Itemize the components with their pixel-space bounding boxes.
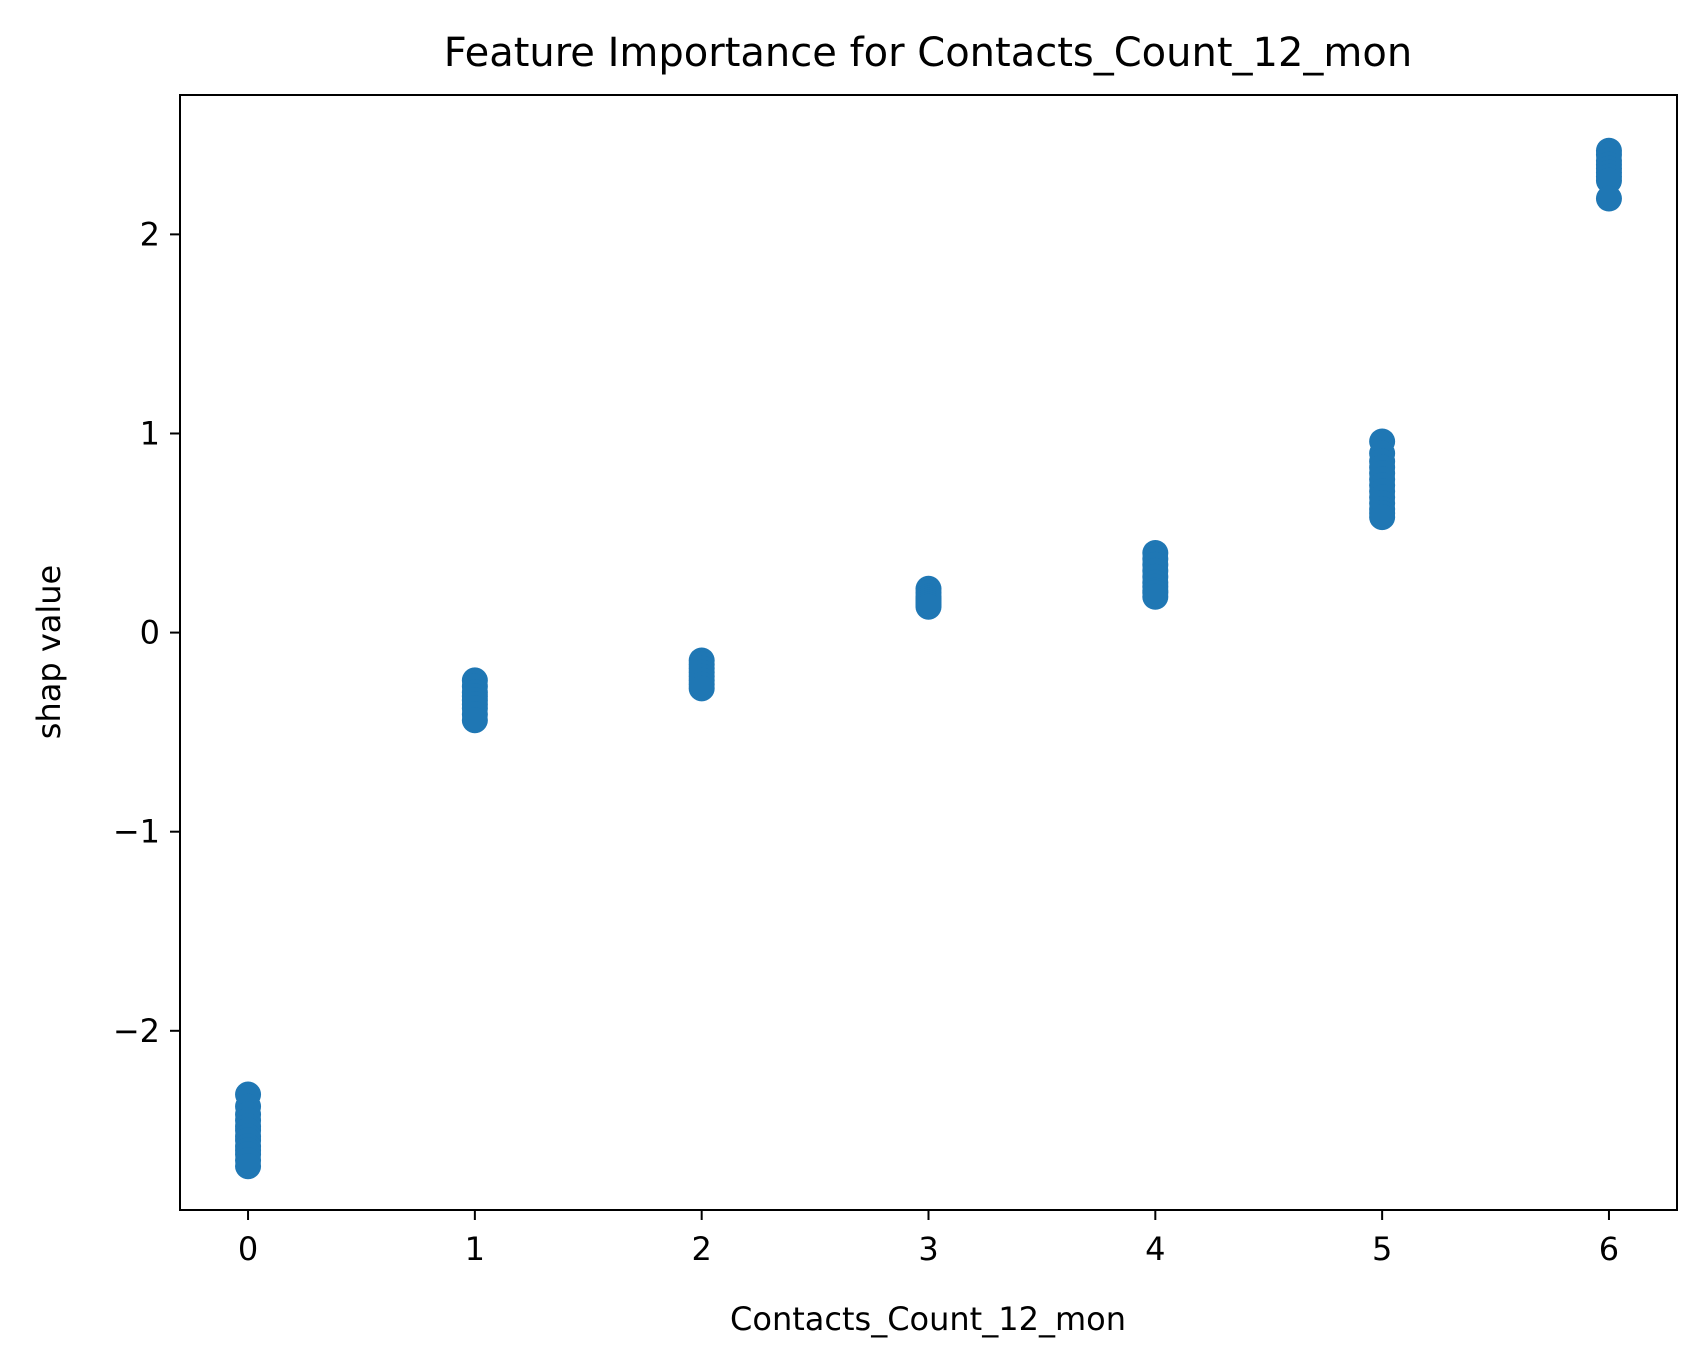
x-tick-label: 0 <box>238 1230 258 1268</box>
y-tick-label: −2 <box>113 1012 160 1050</box>
data-point <box>1369 504 1396 531</box>
x-tick-label: 3 <box>918 1230 938 1268</box>
x-tick-label: 4 <box>1145 1230 1165 1268</box>
y-tick-label: 0 <box>140 614 160 652</box>
x-tick-label: 6 <box>1599 1230 1619 1268</box>
x-tick-label: 1 <box>465 1230 485 1268</box>
y-tick-label: −1 <box>113 813 160 851</box>
data-point <box>235 1153 262 1180</box>
y-tick-label: 1 <box>140 414 160 452</box>
data-point <box>688 675 715 702</box>
data-points <box>235 137 1622 1180</box>
x-tick-label: 5 <box>1372 1230 1392 1268</box>
chart-title: Feature Importance for Contacts_Count_12… <box>444 30 1412 76</box>
data-point <box>461 707 488 734</box>
data-point <box>915 593 942 620</box>
x-tick-label: 2 <box>692 1230 712 1268</box>
data-point <box>1595 167 1622 194</box>
x-axis-ticks: 0 1 2 3 4 5 6 <box>238 1210 1619 1268</box>
y-axis-title: shap value <box>30 565 68 739</box>
y-axis-ticks: −2 −1 0 1 2 <box>113 215 180 1050</box>
x-axis-title: Contacts_Count_12_mon <box>730 1300 1126 1338</box>
data-point <box>1595 185 1622 212</box>
y-tick-label: 2 <box>140 215 160 253</box>
data-point <box>1142 583 1169 610</box>
